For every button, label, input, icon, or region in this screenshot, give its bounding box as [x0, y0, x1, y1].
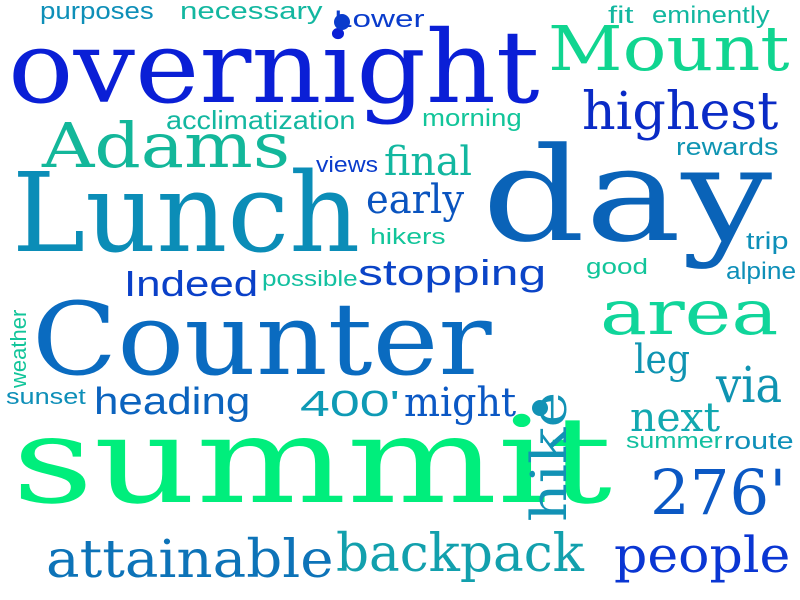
word-people: people [614, 526, 791, 584]
word-final: final [384, 139, 473, 185]
word-rewards: rewards [676, 134, 779, 161]
word-necessary: necessary [180, 0, 323, 25]
dot-lower [334, 14, 350, 30]
word-fit: fit [608, 2, 634, 29]
word-area: area [600, 276, 779, 349]
word-276: 276' [650, 456, 787, 529]
word-heading: heading [94, 381, 251, 423]
word-indeed: Indeed [124, 263, 259, 304]
word-hikers: hikers [370, 224, 446, 249]
word-hike: hike [520, 391, 578, 522]
word-summer: summer [626, 428, 723, 453]
word-alpine: alpine [726, 258, 797, 285]
word-sunset: sunset [6, 384, 86, 409]
word-good: good [586, 254, 648, 279]
word-route: route [724, 428, 794, 455]
word-overnight: overnight [8, 9, 540, 126]
word-possible: possible [262, 266, 358, 291]
word-attainable: attainable [46, 530, 334, 590]
word-views: views [316, 152, 379, 177]
word-trip: trip [746, 228, 789, 255]
word-adams: Adams [42, 109, 291, 182]
word-weather: weather [6, 309, 31, 388]
word-counter: Counter [32, 281, 492, 398]
word-purposes: purposes [40, 0, 154, 25]
word-next: next [630, 395, 721, 441]
word-day: day [482, 119, 773, 271]
word-leg: leg [634, 337, 691, 383]
word-summit: summit [12, 392, 613, 531]
word-via: via [716, 356, 783, 414]
word-400: 400' [300, 383, 400, 424]
word-highest: highest [582, 82, 779, 142]
word-backpack: backpack [336, 524, 584, 584]
word-early: early [366, 177, 465, 223]
word-eminently: eminently [652, 2, 770, 29]
word-acclimatization: acclimatization [166, 105, 356, 135]
word-might: might [404, 380, 517, 426]
word-mount: Mount [548, 12, 790, 85]
word-morning: morning [422, 105, 522, 132]
dot-hike [532, 400, 548, 416]
word-stopping: stopping [358, 252, 547, 293]
word-lunch: Lunch [12, 149, 361, 277]
